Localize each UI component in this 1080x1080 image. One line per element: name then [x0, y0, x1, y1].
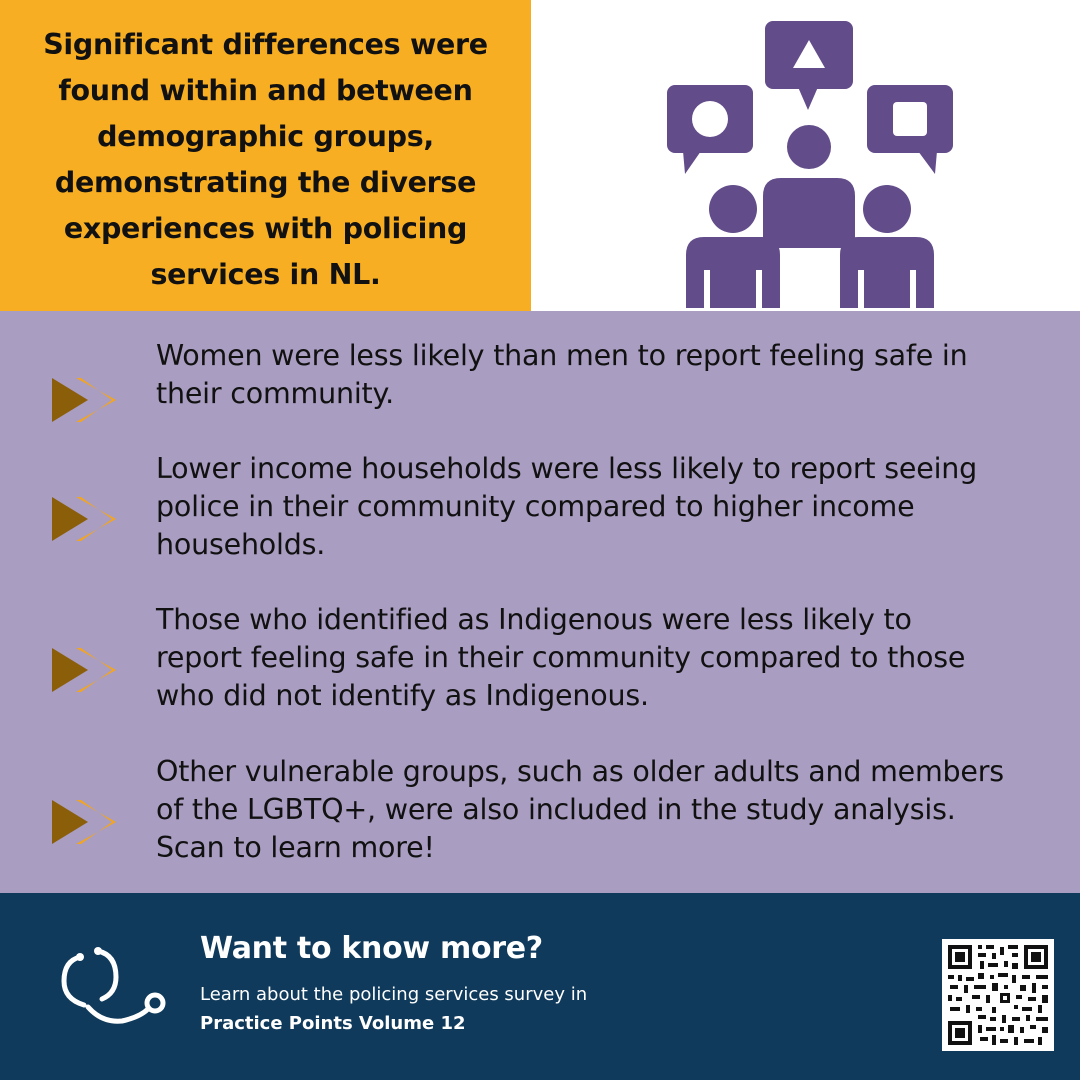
- people-discussion-icon: [667, 21, 953, 308]
- finding-text: Women were less likely than men to repor…: [156, 339, 968, 410]
- findings-section: Women were less likely than men to repor…: [0, 311, 1080, 893]
- headline: Significant differences were found withi…: [43, 28, 488, 291]
- cta-title: Want to know more?: [200, 931, 543, 966]
- publication-link[interactable]: Practice Points Volume 12: [200, 1013, 466, 1034]
- finding-text: Those who identified as Indigenous were …: [156, 603, 966, 712]
- footer: Want to know more? Learn about the polic…: [0, 893, 1080, 1080]
- double-chevron-right-icon: [52, 800, 116, 844]
- double-chevron-right-icon: [52, 497, 116, 541]
- double-chevron-right-icon: [52, 378, 116, 422]
- stethoscope-icon: [61, 947, 166, 1024]
- header-section: Significant differences were found withi…: [0, 0, 1080, 311]
- cta-description: Learn about the policing services survey…: [200, 984, 588, 1005]
- qr-code[interactable]: [942, 939, 1054, 1051]
- headline-box: Significant differences were found withi…: [0, 0, 531, 311]
- finding-text: Other vulnerable groups, such as older a…: [156, 755, 1004, 864]
- finding-text: Lower income households were less likely…: [156, 452, 978, 561]
- double-chevron-right-icon: [52, 648, 116, 692]
